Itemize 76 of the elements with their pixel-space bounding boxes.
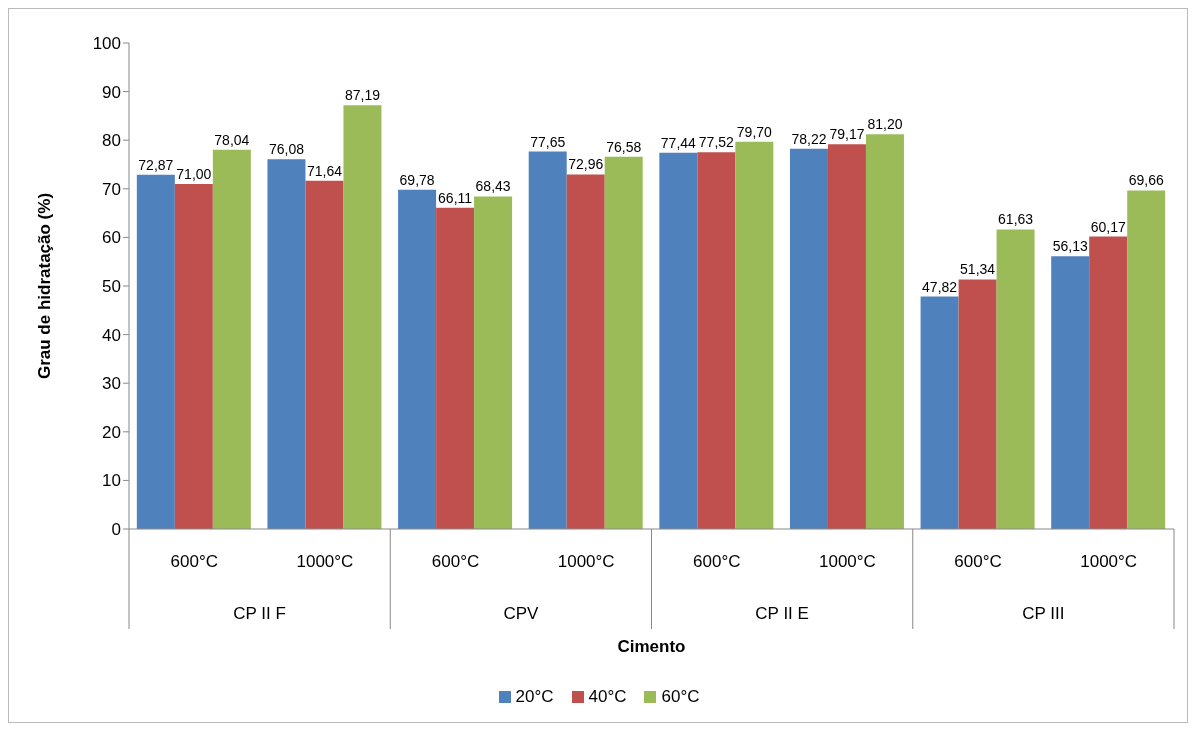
data-label: 51,34: [960, 261, 996, 278]
bar: [1051, 256, 1090, 529]
bar: [528, 151, 567, 529]
text: CPV: [503, 604, 540, 623]
bar: [174, 183, 213, 529]
data-label: 81,20: [867, 116, 903, 133]
bar: [267, 159, 306, 529]
data-label: 60,17: [1090, 218, 1126, 235]
data-label: 69,66: [1128, 172, 1164, 189]
x-tick-label: 600°C: [954, 552, 1002, 572]
data-label: 56,13: [1052, 238, 1088, 255]
bar: [735, 141, 774, 529]
y-tick-label: 70: [102, 179, 121, 199]
bar: [996, 229, 1035, 529]
data-label: 76,58: [606, 138, 642, 155]
y-tick-label: 90: [102, 82, 121, 102]
x-tick-label: 1000°C: [818, 552, 876, 572]
text: CP II E: [755, 604, 809, 623]
bar: [865, 134, 904, 529]
y-axis-title: Grau de hidratação (%): [35, 192, 55, 380]
data-label: 77,44: [660, 134, 697, 151]
data-label: 71,64: [306, 162, 343, 179]
data-label: 78,04: [214, 131, 250, 148]
data-label: 76,08: [268, 141, 305, 158]
data-label: 47,82: [922, 278, 958, 295]
text: CP III: [1022, 604, 1065, 623]
x-axis-title: Cimento: [616, 637, 687, 657]
bar: [212, 149, 251, 529]
legend-label: 40°C: [588, 687, 627, 707]
bar: [474, 196, 513, 529]
x-tick-label: 1000°C: [557, 552, 615, 572]
data-label: 69,78: [399, 171, 435, 188]
bar: [566, 174, 605, 529]
bar: [398, 189, 437, 529]
y-tick-label: 100: [92, 34, 121, 54]
bar: [920, 296, 959, 529]
bar: [1089, 236, 1128, 529]
bar: [1127, 190, 1166, 529]
y-tick-label: 40: [102, 325, 121, 345]
data-label: 72,87: [138, 156, 174, 173]
bar: [827, 144, 866, 529]
data-label: 66,11: [438, 189, 473, 206]
y-tick-label: 60: [102, 228, 121, 248]
data-label: 72,96: [568, 156, 604, 173]
y-tick-label: 80: [102, 131, 121, 151]
bar: [604, 156, 643, 529]
x-tick-label: 600°C: [170, 552, 219, 572]
data-label: 77,65: [530, 133, 566, 150]
y-tick-label: 20: [102, 422, 121, 442]
x-tick-label: 600°C: [693, 552, 741, 572]
data-label: 71,00: [176, 165, 212, 182]
y-tick-label: 30: [102, 374, 121, 394]
x-tick-label: 600°C: [431, 552, 480, 572]
bar: [697, 152, 736, 529]
data-label: 79,17: [829, 126, 865, 143]
y-tick-label: 50: [102, 277, 121, 297]
legend-label: 20°C: [515, 687, 554, 707]
y-tick-label: 10: [102, 471, 121, 491]
bar: [305, 180, 344, 529]
bar: [136, 174, 175, 529]
bar: [436, 207, 475, 529]
data-label: 61,63: [998, 211, 1034, 228]
bar: [343, 105, 382, 529]
x-tick-label: 1000°C: [296, 552, 354, 572]
data-label: 87,19: [344, 87, 381, 104]
bar: [789, 148, 828, 529]
bar: [659, 152, 698, 529]
y-tick-label: 0: [111, 520, 121, 540]
data-label: 77,52: [698, 134, 735, 151]
bar: [958, 279, 997, 529]
data-label: 79,70: [736, 123, 773, 140]
text: CP II F: [233, 604, 286, 623]
data-label: 68,43: [475, 178, 511, 195]
x-tick-label: 1000°C: [1080, 552, 1138, 572]
legend-label: 60°C: [661, 687, 700, 707]
data-label: 78,22: [791, 130, 827, 147]
